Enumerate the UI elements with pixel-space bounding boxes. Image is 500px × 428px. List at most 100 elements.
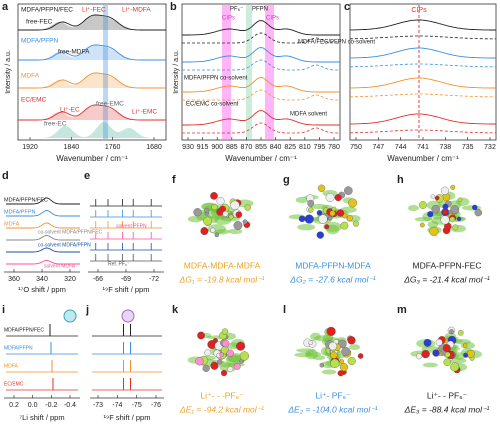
x-tick-label: 885	[226, 144, 238, 151]
atom	[440, 215, 450, 225]
x-tick-label: 915	[197, 144, 209, 151]
axis-label: Intensity / a.u.	[173, 50, 180, 94]
fit-area	[18, 15, 166, 30]
binding-energy: ΔG₃ = -21.4 kcal mol⁻¹	[403, 274, 490, 284]
atom	[220, 370, 228, 377]
atom	[347, 336, 356, 345]
spectrum	[350, 129, 496, 134]
annotation: EC/EMC co-solvent	[186, 102, 239, 108]
axis-label: ¹⁹F shift / ppm	[104, 413, 151, 422]
atom	[230, 200, 240, 210]
annotation: CIPs	[222, 16, 235, 22]
panel-label: g	[283, 174, 290, 186]
fit-area	[18, 45, 166, 60]
atom	[324, 224, 330, 230]
spectrum	[350, 35, 496, 40]
x-tick-label: -0.4	[64, 402, 76, 409]
highlight-band	[222, 5, 231, 139]
annotation: EC/EMC	[4, 381, 24, 387]
x-tick-label: -74	[112, 402, 122, 409]
x-tick-label: 825	[284, 144, 296, 151]
panel-label: j	[85, 304, 89, 316]
plot-frame	[349, 3, 497, 141]
annotation: EC/EMC	[21, 97, 47, 104]
atom	[339, 359, 344, 364]
axis-label: Wavenumber / cm⁻¹	[387, 154, 459, 163]
atom	[325, 193, 335, 202]
atom	[429, 226, 439, 237]
atom	[308, 207, 314, 213]
x-tick-label: 855	[255, 144, 267, 151]
spectrum	[6, 235, 80, 241]
atom	[357, 353, 364, 359]
atom	[214, 232, 219, 237]
atom	[347, 357, 356, 366]
atom	[227, 366, 234, 373]
annotation: MDFA	[4, 363, 19, 369]
atom	[319, 363, 325, 368]
binding-energy: ΔE₁ = -94.2 kcal mol⁻¹	[179, 404, 264, 414]
spectrum	[350, 47, 496, 59]
atom	[244, 204, 251, 211]
isosurface	[450, 224, 466, 233]
atom	[221, 328, 229, 335]
atom	[204, 349, 212, 356]
spectrum	[182, 32, 340, 44]
atom	[200, 227, 209, 235]
isosurface	[296, 348, 316, 353]
panel-label: d	[2, 170, 9, 182]
annotation: free-MDFA	[58, 49, 90, 56]
spectrum	[18, 72, 166, 89]
spectrum	[182, 47, 340, 63]
x-tick-label: -0.2	[45, 402, 57, 409]
atom	[450, 205, 460, 214]
isosurface	[219, 361, 231, 368]
atom	[195, 357, 204, 366]
axis-label: Wavenumber / cm⁻¹	[56, 154, 128, 163]
panel-label: l	[283, 304, 286, 316]
atom	[216, 197, 225, 206]
isosurface	[305, 351, 322, 357]
x-tick-label: 1920	[22, 144, 38, 151]
atom	[222, 210, 229, 217]
spectrum	[182, 59, 340, 71]
atom	[458, 330, 464, 336]
atom	[444, 351, 451, 358]
binding-energy: ΔG₂ = -27.6 kcal mol⁻¹	[289, 274, 376, 284]
atom	[298, 215, 306, 223]
annotation: MDFA/PFPN	[4, 345, 33, 351]
annotation: Ref. PF₆⁻	[108, 261, 130, 267]
atom	[340, 221, 349, 230]
isosurface	[309, 203, 329, 210]
spectrum	[6, 247, 80, 253]
isosurface	[295, 196, 309, 203]
atom	[346, 215, 353, 222]
x-tick-label: -75	[132, 402, 142, 409]
atom	[317, 184, 326, 192]
atom	[427, 211, 434, 218]
binding-energy: ΔE₂ = -104.0 kcal mol⁻¹	[287, 404, 377, 414]
x-tick-label: 840	[270, 144, 282, 151]
atom	[463, 352, 469, 358]
atom	[432, 349, 440, 357]
atom	[236, 341, 246, 351]
atom	[221, 339, 230, 348]
fit-area	[18, 73, 166, 88]
annotation: MDFA/PFPN	[4, 209, 36, 215]
spectrum	[18, 104, 166, 121]
annotation: PF₆⁻	[230, 7, 243, 13]
isosurface	[407, 205, 419, 212]
axis-label: ¹⁷O shift / ppm	[18, 285, 66, 294]
annotation: free-EMC	[96, 101, 124, 108]
atom	[210, 227, 216, 233]
isosurface	[187, 215, 203, 223]
atom	[434, 195, 440, 201]
atom	[466, 349, 475, 358]
annotation: free-FEC	[26, 19, 53, 26]
annotation: Li⁺-FEC	[82, 7, 106, 14]
isosurface	[349, 344, 361, 351]
x-tick-label: 1680	[146, 144, 162, 151]
annotation: solvent MDFA	[44, 263, 76, 269]
atom	[316, 231, 324, 239]
x-tick-label: 870	[241, 144, 253, 151]
